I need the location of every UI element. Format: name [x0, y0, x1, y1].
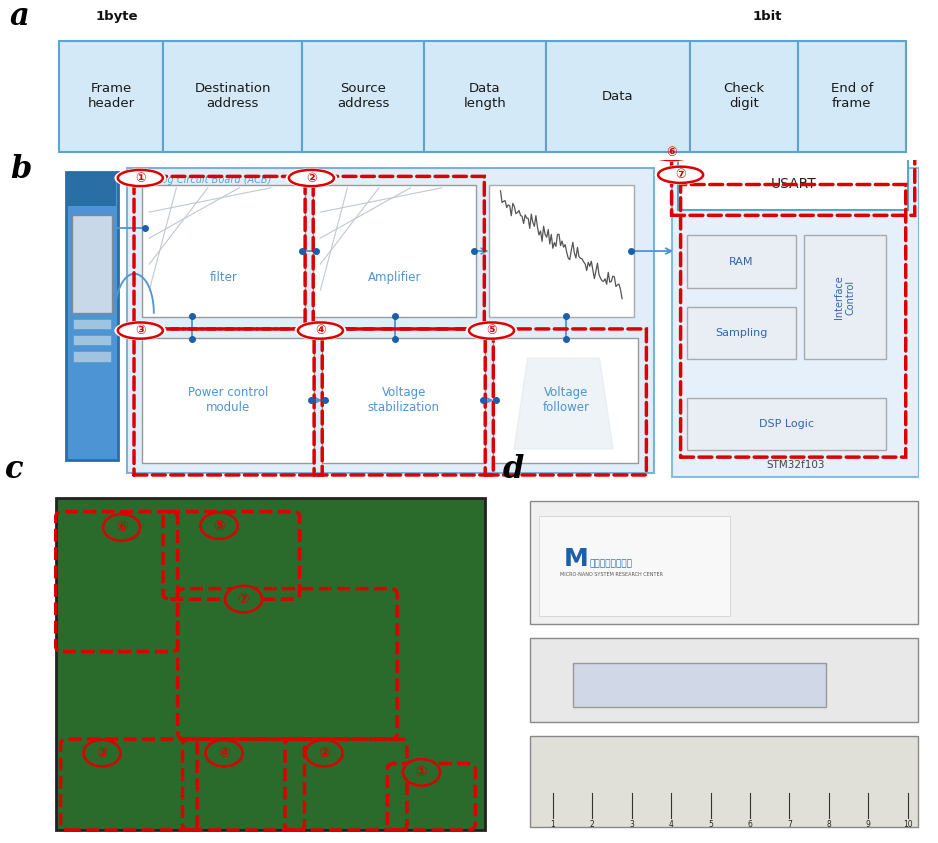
Text: ①: ① [135, 171, 145, 185]
Text: 2: 2 [590, 819, 595, 829]
FancyBboxPatch shape [73, 352, 111, 362]
Polygon shape [514, 358, 613, 449]
Text: b: b [9, 153, 31, 185]
FancyBboxPatch shape [302, 40, 424, 152]
Text: Interface
Control: Interface Control [834, 276, 855, 319]
FancyBboxPatch shape [72, 215, 112, 314]
Text: 7: 7 [787, 819, 792, 829]
Text: d: d [503, 454, 524, 486]
Text: Data
length: Data length [463, 83, 507, 110]
Text: 3: 3 [629, 819, 634, 829]
Text: Sampling: Sampling [715, 328, 767, 338]
FancyBboxPatch shape [143, 338, 314, 463]
FancyBboxPatch shape [66, 172, 118, 459]
FancyBboxPatch shape [539, 516, 730, 616]
Text: ④: ④ [315, 324, 325, 337]
FancyBboxPatch shape [73, 336, 111, 346]
FancyBboxPatch shape [797, 40, 906, 152]
FancyBboxPatch shape [489, 185, 634, 317]
Circle shape [306, 740, 342, 766]
Text: 微纳系统研究中心: 微纳系统研究中心 [590, 560, 633, 569]
FancyBboxPatch shape [687, 307, 795, 359]
FancyBboxPatch shape [689, 40, 797, 152]
Text: STM32f103: STM32f103 [766, 460, 825, 470]
Text: a: a [9, 1, 29, 32]
Text: M: M [564, 547, 588, 571]
Text: Voltage
stabilization: Voltage stabilization [368, 386, 440, 415]
Text: c: c [5, 454, 23, 486]
Circle shape [466, 321, 517, 340]
Text: ⑥: ⑥ [115, 520, 128, 534]
Circle shape [103, 514, 140, 540]
Text: ②: ② [306, 171, 317, 185]
FancyBboxPatch shape [530, 502, 918, 624]
Text: ⑤: ⑤ [213, 518, 225, 533]
FancyBboxPatch shape [493, 338, 638, 463]
Circle shape [115, 321, 165, 340]
Circle shape [83, 740, 121, 766]
Text: DSP Logic: DSP Logic [759, 419, 814, 429]
Circle shape [646, 143, 697, 161]
FancyBboxPatch shape [687, 398, 885, 450]
Text: ⑦: ⑦ [675, 169, 686, 181]
Text: RAM: RAM [729, 256, 753, 266]
Text: 6: 6 [748, 819, 752, 829]
FancyBboxPatch shape [687, 235, 795, 287]
Text: ⑥: ⑥ [666, 146, 677, 158]
FancyBboxPatch shape [143, 185, 305, 317]
Text: 1byte: 1byte [96, 10, 138, 23]
FancyBboxPatch shape [323, 338, 485, 463]
Text: Amplifier: Amplifier [368, 271, 421, 283]
Text: USART: USART [770, 177, 816, 191]
Text: filter: filter [210, 271, 237, 283]
FancyBboxPatch shape [678, 158, 908, 210]
Text: Source
address: Source address [337, 83, 389, 110]
FancyBboxPatch shape [424, 40, 546, 152]
Text: ①: ① [416, 765, 428, 779]
FancyBboxPatch shape [59, 40, 163, 152]
Text: Check
digit: Check digit [723, 83, 764, 110]
Circle shape [656, 166, 705, 184]
Text: 8: 8 [826, 819, 831, 829]
Text: 9: 9 [866, 819, 870, 829]
Text: ④: ④ [219, 746, 230, 760]
Text: 10: 10 [903, 819, 913, 829]
Text: 1: 1 [551, 819, 555, 829]
Text: ⑤: ⑤ [486, 324, 497, 337]
Circle shape [295, 321, 345, 340]
Text: MICRO-NANO SYSTEM RESEARCH CENTER: MICRO-NANO SYSTEM RESEARCH CENTER [560, 572, 663, 577]
FancyBboxPatch shape [672, 169, 919, 476]
Text: ⑦: ⑦ [237, 592, 250, 606]
Circle shape [201, 513, 237, 539]
FancyBboxPatch shape [572, 663, 825, 707]
Text: Voltage
follower: Voltage follower [542, 386, 589, 415]
Circle shape [225, 586, 262, 612]
FancyBboxPatch shape [804, 235, 885, 359]
Text: End of
frame: End of frame [830, 83, 873, 110]
FancyBboxPatch shape [546, 40, 689, 152]
Text: ③: ③ [97, 746, 108, 760]
Circle shape [286, 169, 337, 187]
FancyBboxPatch shape [68, 173, 116, 206]
Text: Destination
address: Destination address [194, 83, 271, 110]
FancyBboxPatch shape [55, 497, 485, 830]
Text: Analog Circuit Board (ACB): Analog Circuit Board (ACB) [141, 175, 272, 185]
FancyBboxPatch shape [127, 169, 654, 474]
Text: Data: Data [602, 89, 633, 103]
FancyBboxPatch shape [530, 736, 918, 826]
FancyBboxPatch shape [73, 319, 111, 330]
Text: Frame
header: Frame header [87, 83, 135, 110]
Text: 4: 4 [669, 819, 673, 829]
Text: 5: 5 [708, 819, 713, 829]
Circle shape [205, 740, 243, 766]
Text: ③: ③ [135, 324, 145, 337]
Text: Power control
module: Power control module [188, 386, 268, 415]
Circle shape [403, 759, 440, 786]
FancyBboxPatch shape [530, 637, 918, 722]
FancyBboxPatch shape [313, 185, 477, 317]
Text: ②: ② [318, 746, 330, 760]
FancyBboxPatch shape [163, 40, 302, 152]
Text: 1bit: 1bit [752, 10, 782, 23]
Circle shape [115, 169, 165, 187]
